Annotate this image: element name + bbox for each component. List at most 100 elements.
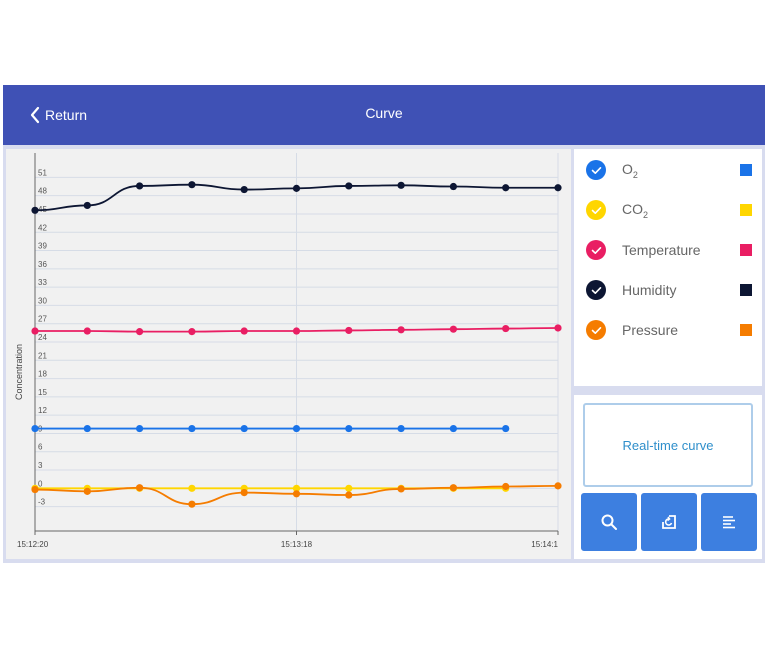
data-point <box>31 206 39 214</box>
data-point <box>188 424 196 433</box>
data-point <box>292 184 301 192</box>
data-point <box>502 424 510 433</box>
search-button[interactable] <box>581 493 637 551</box>
data-point <box>554 324 562 332</box>
data-point <box>502 184 510 192</box>
legend-swatch <box>740 284 752 296</box>
data-point <box>502 482 510 491</box>
data-point <box>554 482 562 490</box>
data-point <box>136 182 144 190</box>
data-point <box>240 488 248 497</box>
data-point <box>240 327 248 335</box>
data-point <box>345 491 353 499</box>
y-tick-label: 18 <box>38 370 47 379</box>
x-tick-label: 15:12:20 <box>17 540 49 549</box>
data-point <box>31 485 39 494</box>
data-point <box>449 424 457 433</box>
list-icon <box>723 516 735 529</box>
data-point <box>240 185 248 194</box>
check-icon[interactable] <box>586 280 606 300</box>
data-point <box>188 484 196 492</box>
data-point <box>292 484 301 492</box>
data-point <box>188 500 196 508</box>
data-point <box>83 201 91 210</box>
legend-swatch <box>740 164 752 176</box>
realtime-panel: Real-time curve <box>574 395 762 559</box>
data-point <box>397 326 405 334</box>
y-tick-label: 12 <box>38 406 47 415</box>
legend-item[interactable]: Humidity <box>586 277 752 303</box>
data-point <box>397 424 405 433</box>
y-tick-label: 15 <box>38 388 47 397</box>
data-point <box>292 327 301 335</box>
check-icon[interactable] <box>586 240 606 260</box>
data-point <box>136 484 144 492</box>
data-point <box>83 487 91 495</box>
legend-item[interactable]: CO2 <box>586 197 752 223</box>
check-icon[interactable] <box>586 200 606 220</box>
data-point <box>345 424 353 433</box>
data-point <box>345 182 353 190</box>
data-point <box>502 324 510 333</box>
y-tick-label: 0 <box>38 479 43 488</box>
data-point <box>449 325 457 333</box>
data-point <box>397 485 405 493</box>
legend-label: CO2 <box>622 200 649 220</box>
check-icon[interactable] <box>586 160 606 180</box>
y-axis-label: Concentration <box>14 344 24 400</box>
y-tick-label: 48 <box>38 187 47 196</box>
y-tick-label: 36 <box>38 260 47 269</box>
y-tick-label: 27 <box>38 315 47 324</box>
check-icon[interactable] <box>586 320 606 340</box>
search-icon <box>601 514 617 530</box>
y-tick-label: -3 <box>38 498 46 507</box>
data-point <box>292 490 301 498</box>
header-bar: Return Curve <box>3 85 765 145</box>
chart-panel[interactable]: -3 0 3 6 9 12 15 18 21 24 27 30 33 36 39 42 45 48 51 15:12:… <box>6 149 571 559</box>
x-tick-label: 15:13:18 <box>281 540 313 549</box>
legend-item[interactable]: Pressure <box>586 317 752 343</box>
y-tick-label: 3 <box>38 461 43 470</box>
data-point <box>31 424 39 433</box>
y-tick-label: 24 <box>38 333 47 342</box>
data-point <box>345 484 353 492</box>
data-point <box>554 184 562 192</box>
list-button[interactable] <box>701 493 757 551</box>
legend-label: Temperature <box>622 242 701 258</box>
data-point <box>449 182 457 191</box>
y-tick-label: 21 <box>38 351 47 360</box>
data-point <box>188 181 196 189</box>
y-tick-label: 39 <box>38 242 47 251</box>
y-tick-label: 30 <box>38 296 47 305</box>
legend-label: O2 <box>622 160 638 180</box>
legend-item[interactable]: O2 <box>586 157 752 183</box>
realtime-curve-label[interactable]: Real-time curve <box>583 403 753 487</box>
return-button[interactable]: Return <box>29 103 87 127</box>
data-point <box>31 327 39 335</box>
restore-icon <box>662 515 676 529</box>
legend-label: Pressure <box>622 322 679 338</box>
chevron-left-icon <box>30 106 40 124</box>
y-tick-label: 42 <box>38 223 47 232</box>
data-point <box>136 424 144 433</box>
x-tick-label: 15:14:1 <box>531 540 558 549</box>
legend-label: Humidity <box>622 282 677 298</box>
legend-item[interactable]: Temperature <box>586 237 752 263</box>
data-point <box>83 327 91 335</box>
y-tick-label: 6 <box>38 443 43 452</box>
data-point <box>449 484 457 492</box>
data-point <box>83 424 91 433</box>
data-point <box>136 328 144 336</box>
line-chart[interactable]: -30369121518212427303336394245485115:12:… <box>6 149 571 559</box>
y-tick-label: 33 <box>38 278 47 287</box>
data-point <box>397 181 405 189</box>
curve-screen: Return Curve -3 0 3 6 9 12 15 18 21 24 27 30 33 36 39 4… <box>3 85 765 563</box>
data-point <box>292 424 301 433</box>
y-tick-label: 51 <box>38 168 47 177</box>
page-title: Curve <box>365 105 403 121</box>
restore-button[interactable] <box>641 493 697 551</box>
content-area: -3 0 3 6 9 12 15 18 21 24 27 30 33 36 39 42 45 48 51 15:12:… <box>3 145 765 563</box>
legend-swatch <box>740 204 752 216</box>
legend-panel: O2 CO2 Temperature Humidity Pressure <box>574 149 762 386</box>
legend-swatch <box>740 244 752 256</box>
